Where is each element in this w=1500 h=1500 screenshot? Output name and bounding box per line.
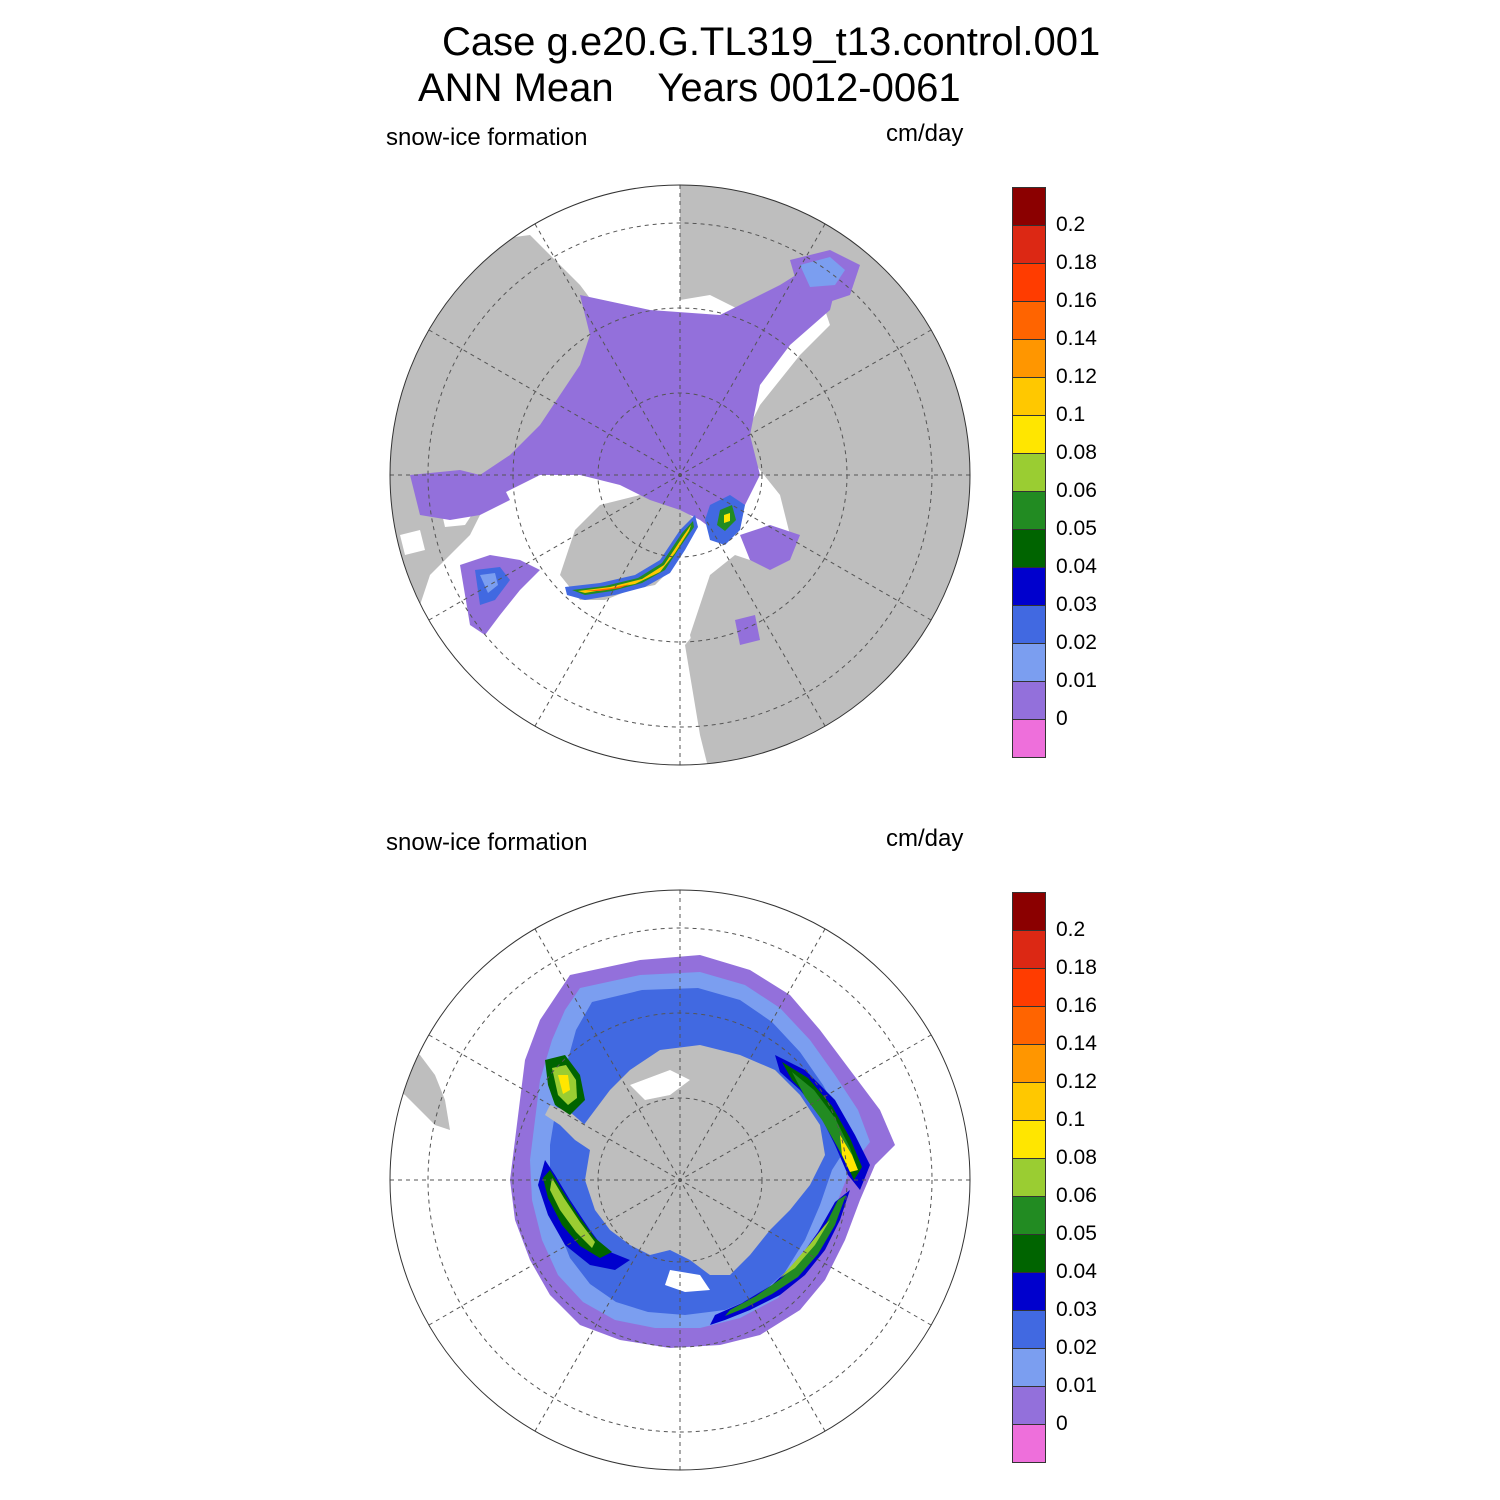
sh-panel-label: snow-ice formation [386, 829, 588, 856]
figure-title-line1: Case g.e20.G.TL319_t13.control.001 [442, 20, 1101, 64]
nh-colorbar-swatch [1012, 415, 1046, 454]
sh-colorbar-label: 0.08 [1056, 1146, 1097, 1169]
nh-colorbar-swatch [1012, 719, 1046, 758]
nh-polar-map [389, 184, 971, 766]
sh-colorbar-label: 0.01 [1056, 1374, 1097, 1397]
nh-colorbar-swatch [1012, 301, 1046, 340]
sh-colorbar-swatch [1012, 1348, 1046, 1387]
nh-colorbar-label: 0.08 [1056, 441, 1097, 464]
nh-colorbar-swatch [1012, 377, 1046, 416]
nh-colorbar-label: 0.12 [1056, 365, 1097, 388]
sh-colorbar-label: 0.1 [1056, 1108, 1086, 1131]
sh-colorbar-label: 0.12 [1056, 1070, 1097, 1093]
sh-colorbar-swatch [1012, 1386, 1046, 1425]
sh-colorbar-label: 0.14 [1056, 1032, 1097, 1055]
nh-colorbar-label: 0.04 [1056, 555, 1097, 578]
nh-colorbar-label: 0.2 [1056, 213, 1086, 236]
sh-panel-units: cm/day [886, 825, 964, 852]
sh-colorbar-swatch [1012, 892, 1046, 931]
sh-colorbar-label: 0.05 [1056, 1222, 1097, 1245]
nh-colorbar-label: 0.14 [1056, 327, 1097, 350]
nh-colorbar-swatch [1012, 339, 1046, 378]
nh-colorbar: 0.2 0.18 0.16 0.14 0.12 0.1 0.08 0.06 0.05 0.04 0.… [1012, 187, 1097, 758]
nh-colorbar-swatch [1012, 605, 1046, 644]
sh-colorbar-swatch [1012, 1044, 1046, 1083]
sh-colorbar-swatch [1012, 968, 1046, 1007]
nh-colorbar-swatch [1012, 681, 1046, 720]
figure-title-line2: ANN Mean Years 0012-0061 [418, 66, 961, 110]
nh-graticule [390, 185, 970, 765]
sh-colorbar-swatch [1012, 1082, 1046, 1121]
sh-colorbar-label: 0.2 [1056, 918, 1086, 941]
nh-ice-kara-barents [740, 525, 800, 570]
sh-colorbar-label: 0.04 [1056, 1260, 1097, 1283]
nh-ice-hudson-bay [410, 470, 510, 520]
nh-colorbar-swatch [1012, 225, 1046, 264]
nh-colorbar-label: 0.02 [1056, 631, 1097, 654]
sh-colorbar-swatch [1012, 930, 1046, 969]
sh-colorbar-swatch [1012, 1120, 1046, 1159]
nh-colorbar-swatch [1012, 263, 1046, 302]
nh-colorbar-swatch [1012, 529, 1046, 568]
sh-colorbar: 0.2 0.18 0.16 0.14 0.12 0.1 0.08 0.06 0.05 0.04 0.… [1012, 892, 1097, 1463]
nh-colorbar-swatch [1012, 187, 1046, 226]
sh-colorbar-swatch [1012, 1196, 1046, 1235]
sh-colorbar-swatch [1012, 1424, 1046, 1463]
sh-colorbar-label: 0.03 [1056, 1298, 1097, 1321]
sh-colorbar-swatch [1012, 1234, 1046, 1273]
sh-colorbar-label: 0.18 [1056, 956, 1097, 979]
nh-map-border [389, 184, 971, 766]
nh-colorbar-label: 0 [1056, 707, 1068, 730]
nh-colorbar-label: 0.18 [1056, 251, 1097, 274]
sh-colorbar-label: 0.16 [1056, 994, 1097, 1017]
sh-colorbar-label: 0.02 [1056, 1336, 1097, 1359]
nh-colorbar-label: 0.03 [1056, 593, 1097, 616]
nh-land-scandinavia [690, 555, 775, 675]
nh-land-north-america [390, 235, 610, 625]
nh-colorbar-swatch [1012, 491, 1046, 530]
nh-colorbar-label: 0.06 [1056, 479, 1097, 502]
sh-ice-indian-band [710, 1190, 850, 1325]
sh-polar-map [389, 889, 971, 1471]
sh-colorbar-label: 0 [1056, 1412, 1068, 1435]
sh-colorbar-swatch [1012, 1158, 1046, 1197]
nh-colorbar-swatch [1012, 643, 1046, 682]
sh-colorbar-swatch [1012, 1310, 1046, 1349]
nh-colorbar-swatch [1012, 567, 1046, 606]
sh-colorbar-swatch [1012, 1272, 1046, 1311]
sh-land-antarctica [580, 1045, 825, 1275]
nh-colorbar-label: 0.16 [1056, 289, 1097, 312]
nh-panel-units: cm/day [886, 120, 964, 147]
sh-map-border [389, 889, 971, 1471]
nh-ice-arctic-basin [460, 260, 840, 535]
nh-panel-label: snow-ice formation [386, 124, 588, 151]
sh-graticule [390, 890, 970, 1470]
nh-colorbar-label: 0.05 [1056, 517, 1097, 540]
sh-colorbar-swatch [1012, 1006, 1046, 1045]
nh-colorbar-swatch [1012, 453, 1046, 492]
sh-ice-weddell-band [538, 1160, 630, 1270]
sh-colorbar-label: 0.06 [1056, 1184, 1097, 1207]
nh-colorbar-label: 0.1 [1056, 403, 1086, 426]
nh-colorbar-label: 0.01 [1056, 669, 1097, 692]
